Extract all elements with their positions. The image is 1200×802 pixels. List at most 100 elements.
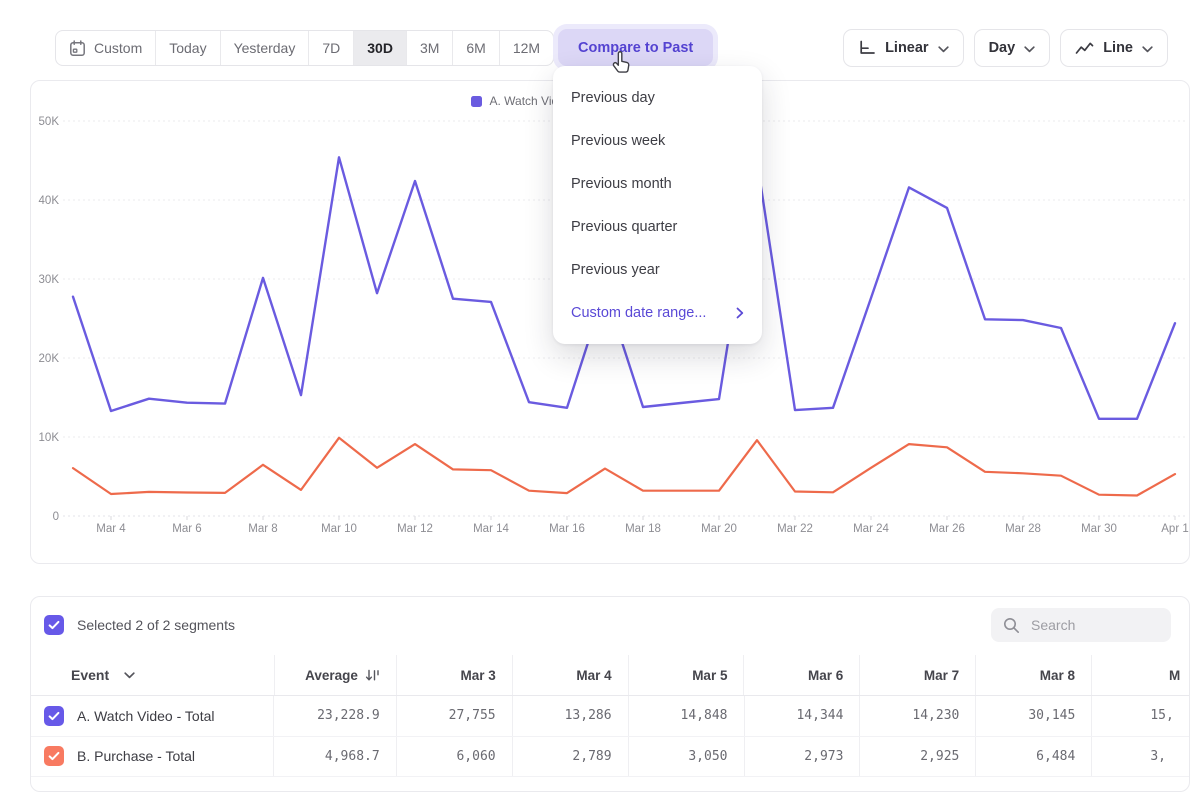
range-label: Yesterday <box>234 40 296 56</box>
menu-item-previous-year[interactable]: Previous year <box>553 248 762 291</box>
svg-text:Mar 14: Mar 14 <box>473 523 509 535</box>
range-6m[interactable]: 6M <box>453 31 499 65</box>
menu-item-label: Custom date range... <box>571 305 706 321</box>
value-cell: 14,230 <box>860 696 976 736</box>
svg-text:Mar 20: Mar 20 <box>701 523 737 535</box>
menu-item-previous-week[interactable]: Previous week <box>553 119 762 162</box>
value-cell: 15, <box>1092 696 1190 736</box>
column-header-label: Average <box>305 668 358 683</box>
column-header-label: Mar 6 <box>808 668 843 683</box>
svg-text:Mar 24: Mar 24 <box>853 523 889 535</box>
svg-text:40K: 40K <box>39 195 60 207</box>
value-cell: 6,484 <box>976 737 1092 777</box>
column-header-label: Mar 4 <box>576 668 611 683</box>
legend-swatch <box>471 96 482 107</box>
sort-descending-icon <box>365 669 380 682</box>
svg-text:Apr 1: Apr 1 <box>1161 523 1189 535</box>
menu-item-label: Previous day <box>571 90 655 106</box>
line-chart-icon <box>1075 41 1094 55</box>
svg-text:Mar 28: Mar 28 <box>1005 523 1041 535</box>
line-dropdown-button[interactable]: Line <box>1060 29 1168 67</box>
value-cell: 27,755 <box>397 696 513 736</box>
chevron-down-icon <box>1142 46 1153 53</box>
column-header-mar-7: Mar 7 <box>860 655 976 695</box>
svg-text:Mar 26: Mar 26 <box>929 523 965 535</box>
range-3m[interactable]: 3M <box>407 31 453 65</box>
segment-name-cell: A. Watch Video - Total <box>31 696 274 736</box>
menu-item-custom-date-range[interactable]: Custom date range... <box>553 291 762 334</box>
column-header-mar-6: Mar 6 <box>744 655 860 695</box>
control-label: Line <box>1103 40 1133 56</box>
table-header-row: Event Average Mar 3 Mar 4 Mar 5 Mar 6 Mar 7 Mar… <box>31 655 1190 696</box>
menu-item-previous-day[interactable]: Previous day <box>553 76 762 119</box>
range-custom[interactable]: Custom <box>56 31 156 65</box>
selected-summary: Selected 2 of 2 segments <box>77 617 235 633</box>
column-header-label: Mar 3 <box>460 668 495 683</box>
search-box <box>991 608 1171 642</box>
menu-item-previous-month[interactable]: Previous month <box>553 162 762 205</box>
segment-checkbox[interactable] <box>44 746 64 766</box>
calendar-icon <box>69 40 86 57</box>
value-cell: 14,848 <box>629 696 745 736</box>
column-header-mar-8: Mar 8 <box>976 655 1092 695</box>
search-input[interactable] <box>1029 616 1153 634</box>
date-range-group: Custom Today Yesterday 7D 30D 3M 6M 12M <box>55 30 554 66</box>
column-header-label: Mar 7 <box>924 668 959 683</box>
value-cell: 6,060 <box>397 737 513 777</box>
column-header-mar-5: Mar 5 <box>629 655 745 695</box>
compare-to-past-button[interactable]: Compare to Past <box>558 29 713 66</box>
day-dropdown-button[interactable]: Day <box>974 29 1051 67</box>
column-header-label: Mar 5 <box>692 668 727 683</box>
range-12m[interactable]: 12M <box>500 31 553 65</box>
segments-header: Selected 2 of 2 segments <box>31 597 1189 653</box>
chevron-right-icon <box>736 307 744 319</box>
svg-text:50K: 50K <box>39 116 60 128</box>
segment-row-b-purchase-total: B. Purchase - Total4,968.76,0602,7893,05… <box>31 737 1190 778</box>
range-yesterday[interactable]: Yesterday <box>221 31 310 65</box>
column-header-label: Mar 8 <box>1040 668 1075 683</box>
range-today[interactable]: Today <box>156 31 220 65</box>
segment-label: A. Watch Video - Total <box>77 708 214 724</box>
range-label: 30D <box>367 40 393 56</box>
value-cell: 4,968.7 <box>274 737 396 777</box>
segment-name-cell: B. Purchase - Total <box>31 737 274 777</box>
range-30d[interactable]: 30D <box>354 31 407 65</box>
chart-controls: Linear Day Line <box>843 29 1168 67</box>
segments-panel: Selected 2 of 2 segments Event Average Mar… <box>30 596 1190 792</box>
chevron-down-icon <box>938 46 949 53</box>
segment-label: B. Purchase - Total <box>77 748 195 764</box>
linear-dropdown-button[interactable]: Linear <box>843 29 964 67</box>
value-cell: 2,925 <box>860 737 976 777</box>
column-header-label: Event <box>71 667 109 683</box>
svg-text:10K: 10K <box>39 432 60 444</box>
svg-text:Mar 12: Mar 12 <box>397 523 433 535</box>
svg-text:Mar 10: Mar 10 <box>321 523 357 535</box>
svg-text:Mar 8: Mar 8 <box>248 523 277 535</box>
menu-item-label: Previous week <box>571 133 665 149</box>
range-7d[interactable]: 7D <box>309 31 354 65</box>
check-icon <box>48 711 60 721</box>
segments-table: Event Average Mar 3 Mar 4 Mar 5 Mar 6 Mar 7 Mar… <box>31 655 1190 777</box>
select-all-checkbox[interactable] <box>44 615 64 635</box>
range-label: 12M <box>513 40 540 56</box>
control-label: Linear <box>885 40 929 56</box>
check-icon <box>48 751 60 761</box>
value-cell: 14,344 <box>745 696 861 736</box>
menu-item-label: Previous month <box>571 176 672 192</box>
value-cell: 30,145 <box>976 696 1092 736</box>
svg-text:30K: 30K <box>39 274 60 286</box>
range-label: 7D <box>322 40 340 56</box>
search-icon <box>1003 617 1020 634</box>
svg-text:Mar 30: Mar 30 <box>1081 523 1117 535</box>
compare-to-past-menu: Previous day Previous week Previous month P… <box>553 66 762 344</box>
chevron-down-icon <box>124 672 135 679</box>
range-label: 6M <box>466 40 485 56</box>
menu-item-previous-quarter[interactable]: Previous quarter <box>553 205 762 248</box>
svg-text:Mar 22: Mar 22 <box>777 523 813 535</box>
column-header-event[interactable]: Event <box>31 655 275 695</box>
svg-text:Mar 16: Mar 16 <box>549 523 585 535</box>
range-label: Today <box>169 40 206 56</box>
menu-item-label: Previous quarter <box>571 219 677 235</box>
column-header-average[interactable]: Average <box>275 655 397 695</box>
segment-checkbox[interactable] <box>44 706 64 726</box>
